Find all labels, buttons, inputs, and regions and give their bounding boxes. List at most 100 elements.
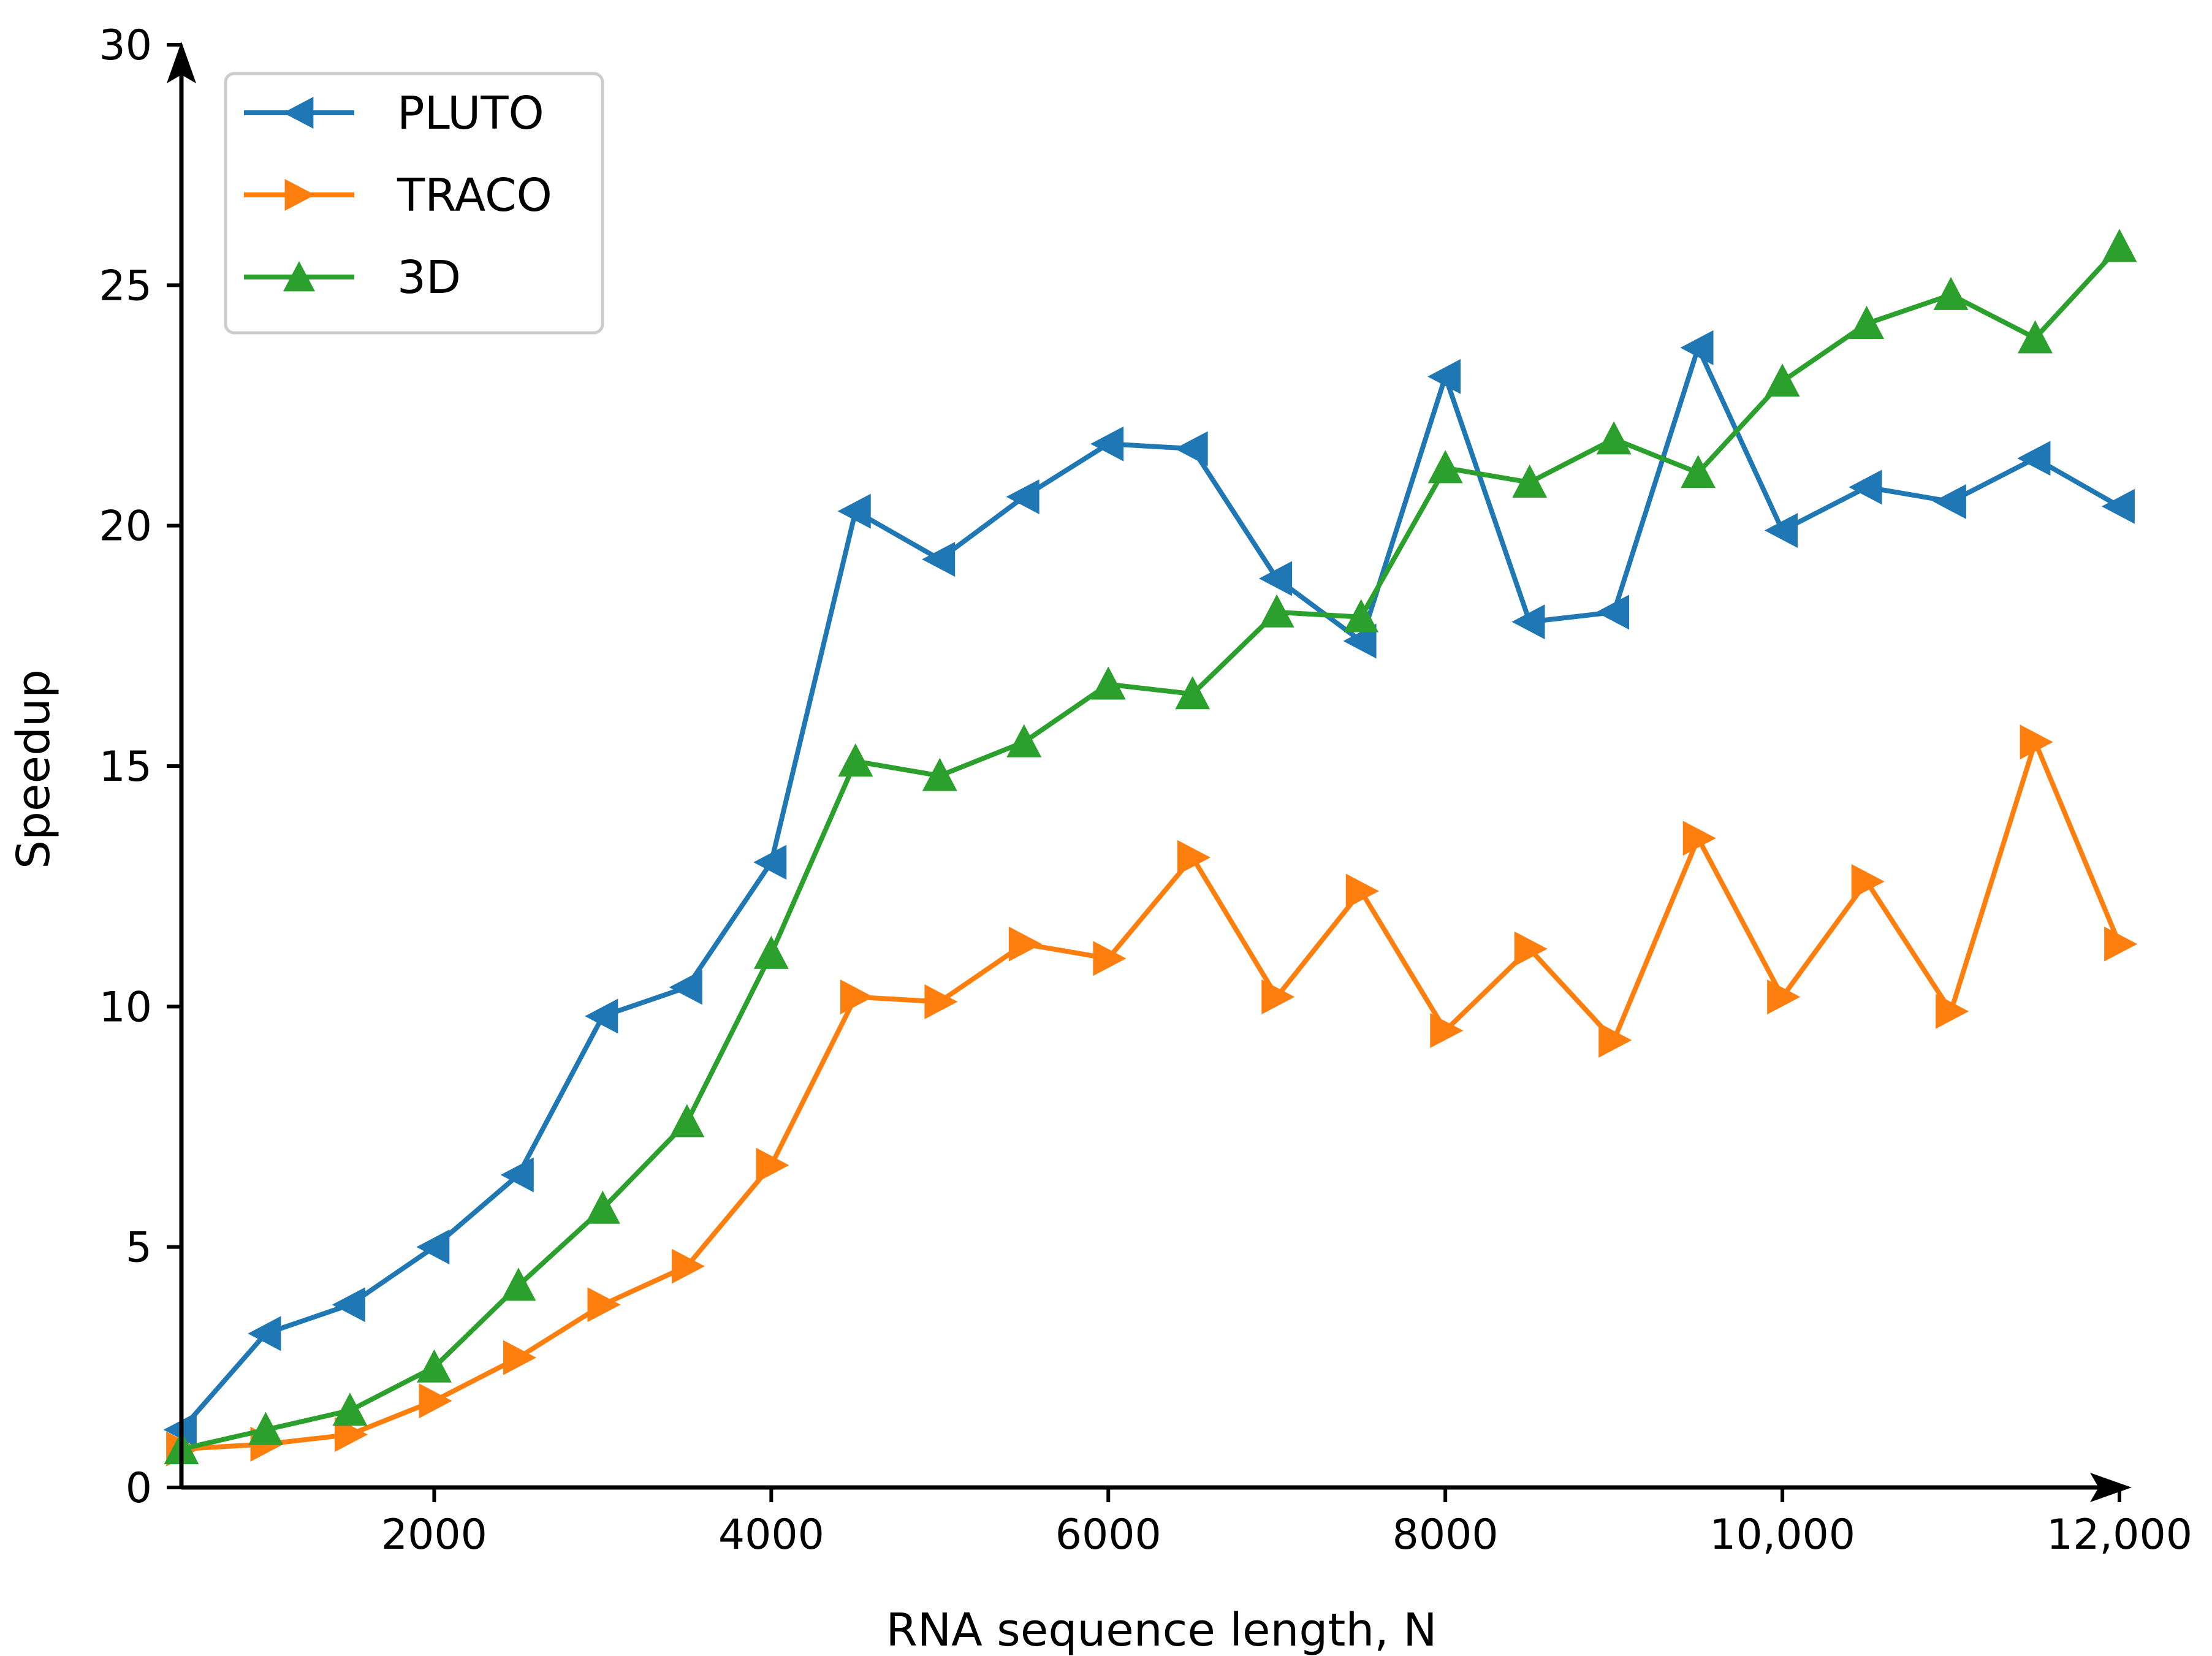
legend-label: 3D — [397, 251, 461, 304]
data-point-3d — [248, 1411, 283, 1445]
data-point-pluto — [1511, 604, 1545, 640]
data-point-3d — [2018, 320, 2053, 354]
data-point-3d — [1512, 464, 1548, 498]
legend-items: PLUTO TRACO 3D — [244, 87, 552, 304]
legend-swatch-marker — [283, 97, 314, 129]
legend-item-pluto: PLUTO — [244, 87, 544, 140]
data-point-traco — [1430, 1013, 1464, 1049]
data-point-3d — [838, 743, 873, 777]
data-point-traco — [1093, 941, 1127, 976]
data-point-traco — [419, 1383, 452, 1419]
data-point-3d — [501, 1267, 536, 1301]
data-point-pluto — [500, 1157, 534, 1193]
data-point-3d — [1427, 450, 1463, 484]
data-point-pluto — [1006, 479, 1039, 515]
data-point-3d — [1344, 599, 1379, 632]
plot-area — [163, 229, 2138, 1467]
y-tick-label: 0 — [126, 1464, 152, 1513]
x-tick-label: 10,000 — [1709, 1511, 1855, 1559]
legend: PLUTO TRACO 3D — [224, 72, 604, 335]
data-point-traco — [1682, 821, 1716, 856]
x-axis-title: RNA sequence length, N — [886, 1604, 1437, 1656]
data-point-3d — [1765, 363, 1800, 397]
data-point-traco — [1177, 840, 1211, 875]
data-point-3d — [1933, 276, 1969, 310]
data-point-pluto — [332, 1287, 365, 1323]
legend-swatch-marker — [283, 261, 315, 292]
data-point-pluto — [585, 998, 618, 1034]
data-point-traco — [1936, 993, 1969, 1029]
data-point-pluto — [2101, 488, 2135, 524]
data-point-pluto — [1595, 594, 1630, 630]
series-3d — [164, 229, 2137, 1465]
data-point-traco — [503, 1340, 537, 1375]
y-tick-label: 5 — [126, 1224, 152, 1272]
data-point-traco — [1008, 926, 1043, 962]
legend-swatch-marker — [284, 179, 315, 211]
legend-label: TRACO — [397, 169, 552, 222]
data-point-traco — [1261, 979, 1295, 1015]
data-point-pluto — [1258, 561, 1293, 596]
data-point-traco — [1767, 979, 1801, 1015]
data-point-pluto — [753, 845, 787, 880]
series-pluto — [163, 330, 2135, 1448]
y-tick-label: 30 — [99, 21, 152, 70]
x-tick-label: 4000 — [718, 1511, 824, 1559]
y-tick-label: 20 — [99, 503, 152, 551]
data-point-pluto — [2017, 441, 2051, 476]
data-point-traco — [587, 1287, 621, 1323]
data-point-3d — [585, 1190, 620, 1224]
series-line-3d — [179, 244, 2122, 1452]
y-axis-title: Speedup — [7, 669, 60, 869]
data-point-3d — [1849, 305, 1885, 340]
x-tick-label: 6000 — [1055, 1511, 1161, 1559]
legend-item-traco: TRACO — [244, 169, 552, 222]
data-point-3d — [1681, 455, 1716, 488]
data-point-traco — [1598, 1022, 1632, 1058]
data-point-traco — [2020, 724, 2053, 760]
data-point-pluto — [1933, 484, 1966, 519]
data-point-3d — [669, 1104, 705, 1138]
data-point-3d — [922, 758, 957, 791]
y-ticks: 0 5 10 15 20 25 30 — [99, 21, 181, 1513]
data-point-pluto — [669, 970, 702, 1005]
legend-item-3d: 3D — [244, 251, 461, 304]
data-point-pluto — [837, 493, 871, 529]
data-point-pluto — [1343, 623, 1377, 659]
data-point-3d — [1090, 666, 1126, 700]
series-line-traco — [179, 739, 2122, 1452]
data-point-pluto — [416, 1229, 450, 1265]
data-point-3d — [1175, 676, 1211, 710]
data-point-3d — [753, 935, 789, 969]
data-point-traco — [840, 979, 874, 1015]
x-ticks: 2000 4000 6000 8000 10,000 12,000 — [381, 1487, 2192, 1559]
data-point-3d — [2102, 229, 2137, 262]
x-tick-label: 12,000 — [2047, 1511, 2192, 1559]
data-point-pluto — [1090, 426, 1124, 461]
y-axis-arrow — [167, 42, 196, 83]
data-point-traco — [1345, 873, 1379, 909]
data-point-traco — [671, 1248, 705, 1284]
x-tick-label: 8000 — [1393, 1511, 1499, 1559]
data-point-3d — [1006, 724, 1042, 758]
data-point-pluto — [248, 1316, 281, 1351]
data-point-3d — [332, 1392, 368, 1426]
x-axis-arrow — [2090, 1473, 2132, 1502]
data-point-pluto — [1680, 330, 1714, 365]
data-point-3d — [1596, 421, 1632, 455]
data-point-traco — [756, 1147, 789, 1183]
y-tick-label: 10 — [99, 983, 152, 1031]
legend-label: PLUTO — [397, 87, 544, 140]
data-point-traco — [924, 984, 958, 1019]
x-tick-label: 2000 — [381, 1511, 487, 1559]
data-point-traco — [1514, 931, 1548, 967]
data-point-pluto — [1427, 359, 1461, 394]
y-tick-label: 25 — [99, 262, 152, 310]
series-traco — [166, 724, 2138, 1467]
data-point-traco — [2104, 926, 2138, 962]
data-point-3d — [416, 1349, 452, 1383]
data-point-pluto — [922, 542, 956, 577]
y-tick-label: 15 — [99, 743, 152, 791]
data-point-pluto — [1849, 469, 1882, 505]
